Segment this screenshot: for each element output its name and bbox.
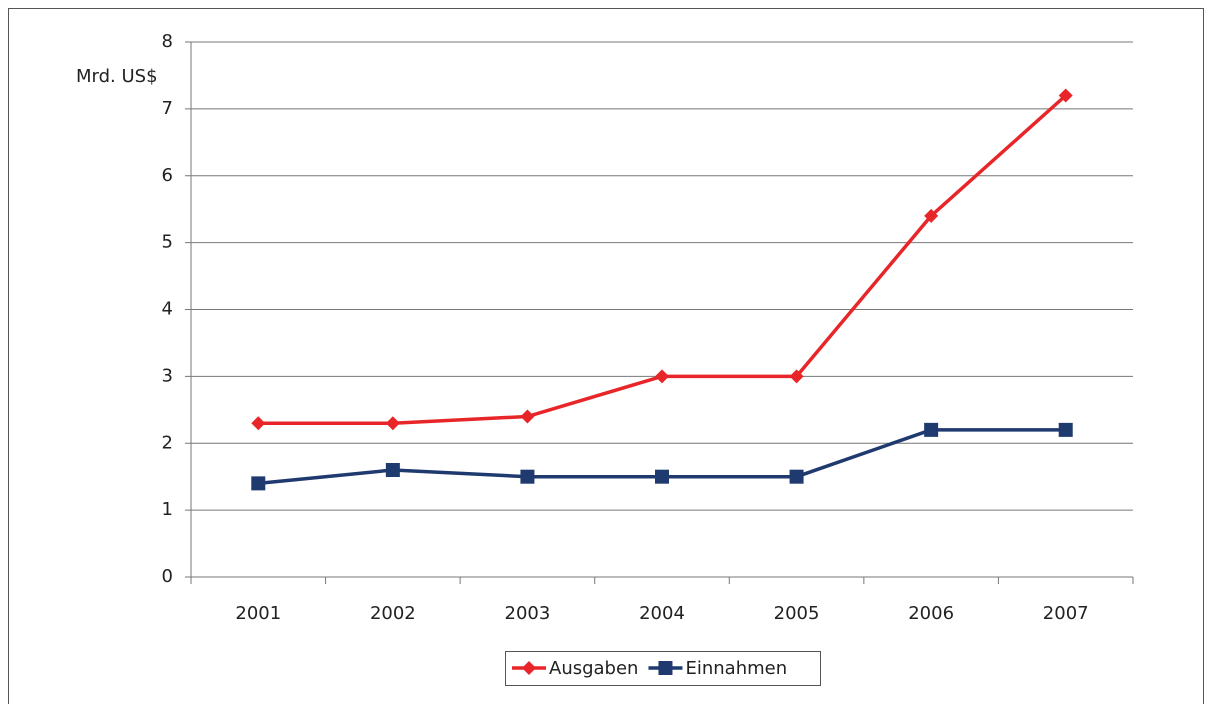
marker xyxy=(655,469,669,484)
x-tick-label: 2006 xyxy=(908,603,954,624)
legend-label: Ausgaben xyxy=(549,658,638,679)
legend: Ausgaben Einnahmen xyxy=(505,651,821,686)
x-tick-label: 2001 xyxy=(235,603,281,624)
marker xyxy=(658,661,673,675)
y-tick-label: 2 xyxy=(162,432,173,453)
marker xyxy=(520,409,535,424)
y-tick-label: 3 xyxy=(162,365,173,386)
frame xyxy=(8,8,1204,704)
y-tick-label: 4 xyxy=(162,299,173,320)
x-tick-label: 2005 xyxy=(774,603,820,624)
marker xyxy=(1058,422,1073,437)
y-tick-label: 0 xyxy=(162,566,173,587)
x-tick-label: 2003 xyxy=(505,603,551,624)
legend-label: Einnahmen xyxy=(685,658,787,679)
marker xyxy=(924,208,939,223)
y-tick-label: 8 xyxy=(162,31,173,52)
marker xyxy=(385,416,400,431)
x-tick-label: 2007 xyxy=(1043,603,1089,624)
marker xyxy=(789,469,804,484)
marker xyxy=(385,463,400,477)
y-tick-label: 5 xyxy=(162,232,173,253)
marker xyxy=(251,476,266,491)
marker xyxy=(251,416,266,431)
x-tick-label: 2004 xyxy=(639,603,685,624)
marker xyxy=(789,369,804,384)
marker xyxy=(1058,88,1073,103)
y-tick-label: 7 xyxy=(162,98,173,119)
x-tick-label: 2002 xyxy=(370,603,416,624)
marker xyxy=(655,369,669,384)
marker xyxy=(924,422,939,437)
y-tick-label: 1 xyxy=(162,499,173,520)
y-tick-label: 6 xyxy=(162,165,173,186)
marker xyxy=(520,469,535,484)
marker xyxy=(522,661,536,675)
y-axis-label: Mrd. US$ xyxy=(76,66,158,87)
